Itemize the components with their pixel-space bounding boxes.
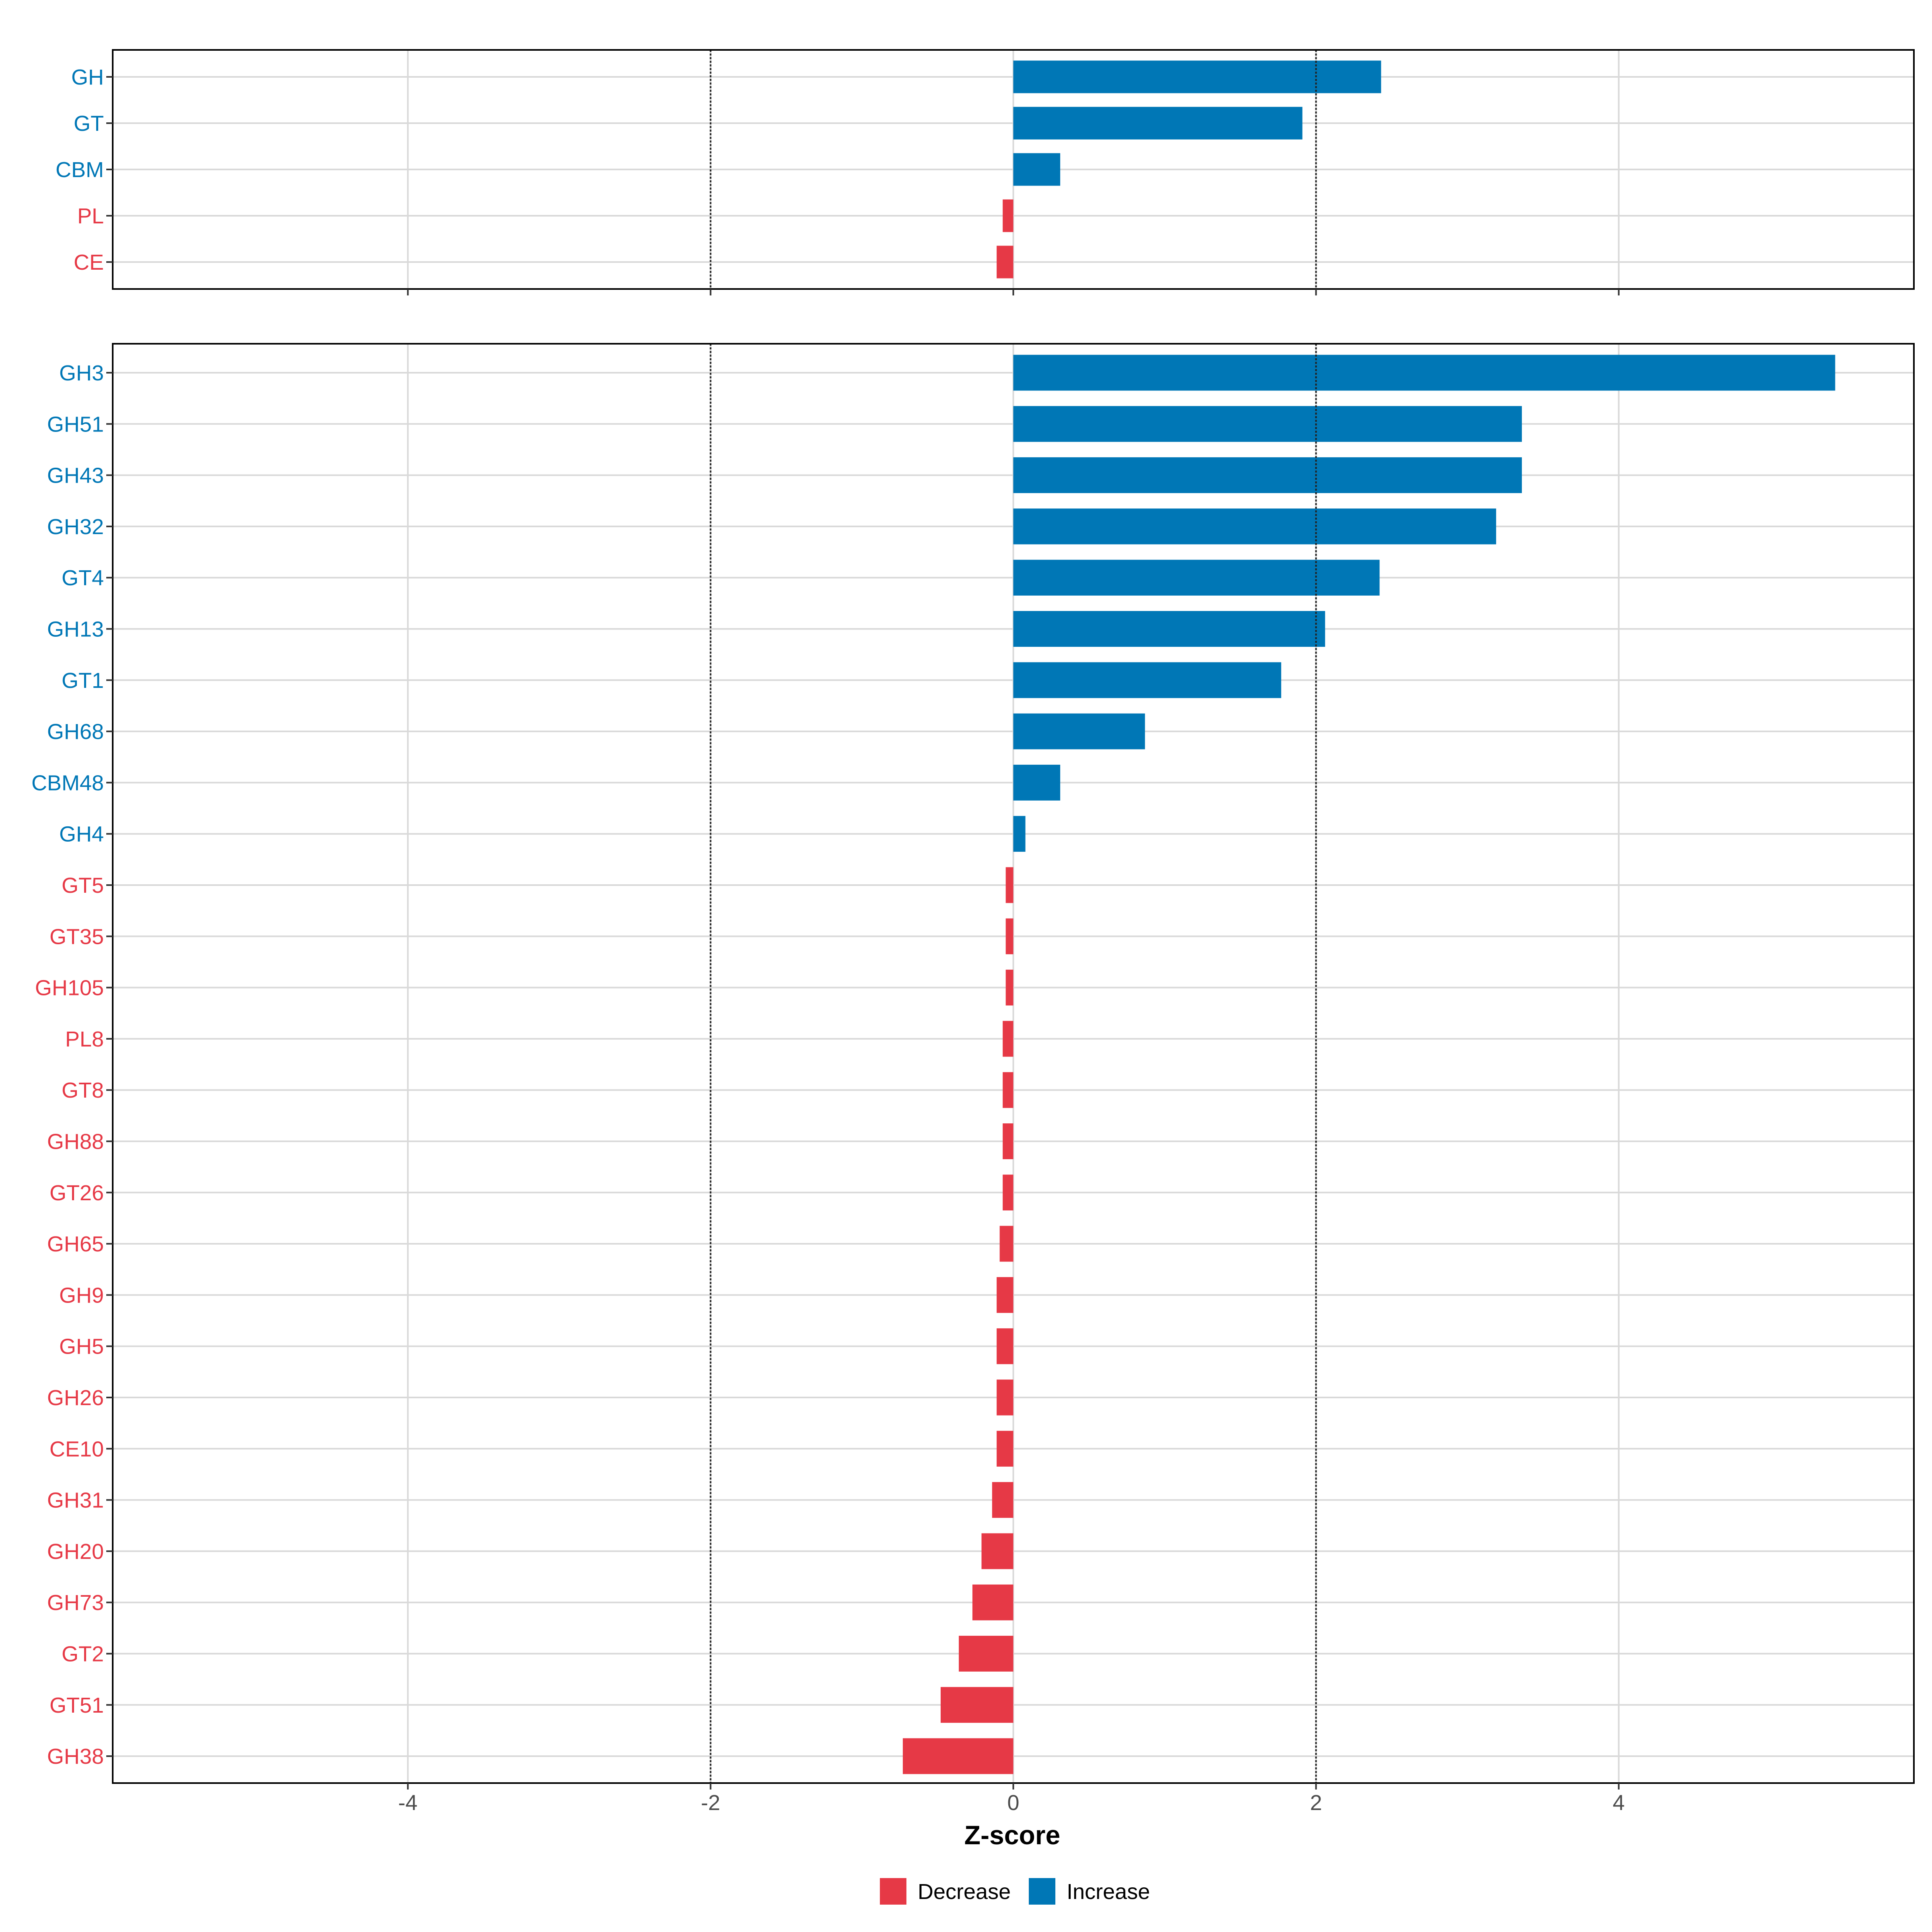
bar-gh43 [1013,457,1522,493]
bar-gh88 [1003,1123,1013,1159]
bar-gh26 [997,1379,1013,1416]
bar-gh20 [981,1533,1013,1569]
bar-gh65 [999,1226,1013,1262]
y-tick-label: GT1 [62,669,104,693]
bar-pl8 [1003,1021,1013,1057]
x-tick-label: -2 [701,1791,720,1815]
bar-pl [1003,199,1013,232]
bar-gt8 [1003,1072,1013,1108]
y-tick-label: GH73 [47,1591,104,1615]
y-tick-label: GH32 [47,515,104,539]
bar-gt1 [1013,662,1282,698]
y-tick-label: GH [71,65,104,89]
legend-label-increase: Increase [1067,1880,1150,1904]
y-tick-label: GH51 [47,412,104,436]
y-tick-label: GT5 [62,873,104,898]
y-tick-label: GH105 [35,976,104,1000]
y-tick-label: GT51 [50,1693,104,1717]
bar-cbm [1013,153,1061,186]
y-tick-label: CE10 [50,1437,104,1461]
bar-ce [997,246,1013,279]
y-tick-label: CBM [56,158,104,182]
bar-gt51 [940,1687,1013,1723]
bar-gh51 [1013,406,1522,442]
legend-key-increase [1029,1878,1055,1905]
bar-ce10 [997,1430,1013,1467]
y-tick-label: GH43 [47,464,104,488]
y-tick-label: GT26 [50,1181,104,1205]
bar-gh4 [1013,816,1026,852]
bar-gt2 [959,1636,1013,1672]
y-tick-label: GH13 [47,617,104,642]
legend-label-decrease: Decrease [918,1880,1011,1904]
y-tick-label: GT4 [62,566,104,590]
bar-gh68 [1013,713,1145,749]
y-tick-label: GH5 [59,1335,104,1359]
y-tick-label: PL8 [65,1027,104,1051]
x-tick-label: 2 [1310,1791,1322,1815]
y-tick-label: GH4 [59,822,104,846]
y-tick-label: PL [77,204,104,228]
y-tick-label: GH26 [47,1386,104,1410]
bar-gh31 [992,1482,1013,1518]
x-axis-title: Z-score [964,1820,1060,1850]
legend: Decrease Increase [880,1878,1150,1905]
panel-class-level: GH GT CBM PL CE [56,49,1915,295]
bar-gt26 [1003,1174,1013,1211]
bar-gh3 [1013,355,1835,391]
bar-gh32 [1013,508,1496,545]
y-tick-label: GH20 [47,1540,104,1564]
bar-gt4 [1013,559,1380,596]
x-axis: -4 -2 0 2 4 [398,1791,1624,1815]
bar-cbm48 [1013,764,1061,801]
y-tick-label: GH68 [47,720,104,744]
bar-gh38 [902,1738,1013,1774]
y-tick-label: CBM48 [31,771,104,795]
y-tick-label: GT35 [50,925,104,949]
y-tick-label: GT2 [62,1642,104,1666]
y-tick-label: CE [74,250,104,275]
bar-gt5 [1005,867,1013,903]
y-tick-label: GH31 [47,1488,104,1513]
x-tick-label: 4 [1613,1791,1625,1815]
bar-gh105 [1005,970,1013,1006]
legend-key-decrease [880,1878,906,1905]
bar-gh [1013,60,1381,93]
bar-gt [1013,107,1302,140]
x-tick-label: 0 [1007,1791,1019,1815]
bar-gh13 [1013,611,1325,647]
y-tick-label: GH88 [47,1130,104,1154]
panel-family-level: GH3 GH51 GH43 GH32 GT4 GH13 GT1 GH68 CBM48 GH4 GT5… [31,343,1915,1790]
y-tick-label: GT8 [62,1078,104,1102]
y-tick-label: GH9 [59,1283,104,1307]
x-tick-label: -4 [398,1791,417,1815]
y-tick-label: GH65 [47,1232,104,1256]
y-tick-label: GT [74,111,104,136]
y-tick-label: GH3 [59,361,104,385]
bar-gh9 [997,1277,1013,1313]
bar-gh73 [972,1584,1013,1620]
y-tick-label: GH38 [47,1744,104,1769]
bar-gt35 [1005,918,1013,954]
bar-gh5 [997,1328,1013,1364]
